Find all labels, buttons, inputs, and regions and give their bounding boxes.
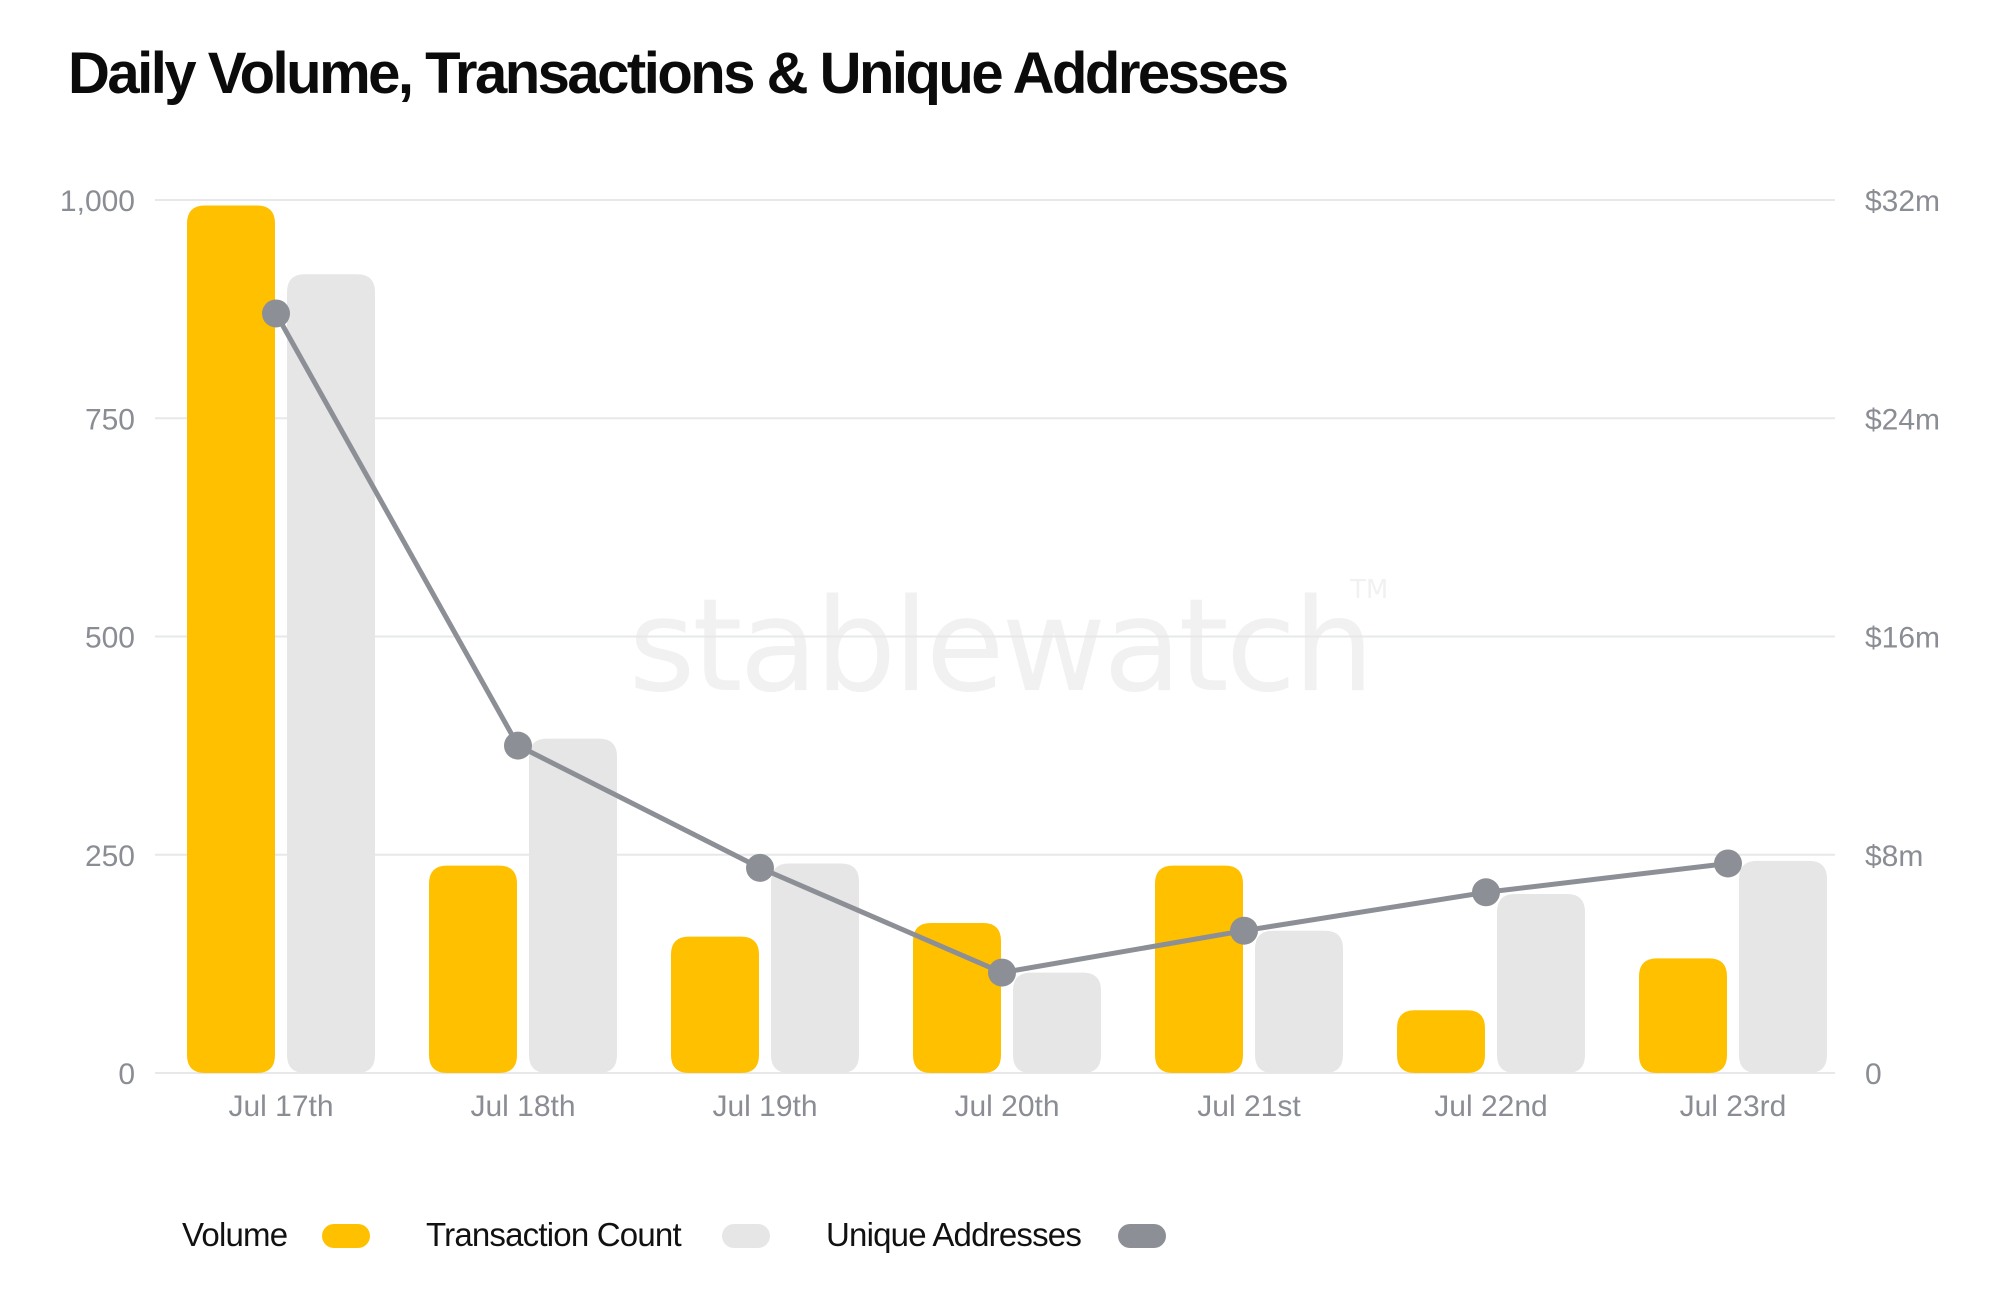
chart-title: Daily Volume, Transactions & Unique Addr… — [68, 41, 1289, 106]
transaction-count-bar — [287, 274, 375, 1074]
transaction-count-bar — [1013, 972, 1101, 1073]
watermark-tm: TM — [1349, 575, 1388, 605]
volume-bar — [429, 865, 517, 1073]
volume-bar — [1397, 1010, 1485, 1073]
left-tick-label: 250 — [85, 840, 135, 873]
x-tick-label: Jul 23rd — [1680, 1090, 1787, 1123]
x-axis-labels: Jul 17th Jul 18th Jul 19th Jul 20th Jul 21st… — [228, 1090, 1786, 1123]
legend: Volume Transaction Count Unique Addresses — [182, 1216, 1166, 1253]
right-tick-label: $16m — [1865, 622, 1940, 655]
unique-addresses-point — [504, 731, 532, 760]
transaction-count-bar — [771, 863, 859, 1073]
right-tick-label: $32m — [1865, 185, 1940, 218]
x-tick-label: Jul 22nd — [1434, 1090, 1547, 1123]
watermark: stablewatch — [629, 572, 1372, 721]
unique-addresses-point — [988, 958, 1016, 987]
unique-addresses-point — [1714, 849, 1742, 878]
x-tick-label: Jul 18th — [470, 1090, 575, 1123]
unique-addresses-point — [746, 853, 774, 882]
bars — [187, 205, 1827, 1074]
left-axis-ticks: 1,000 750 500 250 0 — [60, 185, 135, 1091]
legend-swatch — [322, 1224, 370, 1248]
unique-addresses-point — [262, 299, 290, 328]
left-tick-label: 750 — [85, 403, 135, 436]
legend-label: Transaction Count — [426, 1216, 681, 1253]
left-tick-label: 0 — [118, 1058, 135, 1091]
unique-addresses-point — [1230, 916, 1258, 945]
x-tick-label: Jul 19th — [712, 1090, 817, 1123]
legend-label: Volume — [182, 1216, 287, 1253]
right-tick-label: $24m — [1865, 403, 1940, 436]
right-tick-label: $8m — [1865, 840, 1923, 873]
unique-addresses-point — [1472, 878, 1500, 907]
line-series — [262, 299, 1742, 987]
right-axis-ticks: $32m $24m $16m $8m 0 — [1865, 185, 1940, 1091]
legend-swatch — [1118, 1224, 1166, 1248]
transaction-count-bar — [1497, 894, 1585, 1073]
volume-bar — [671, 936, 759, 1073]
x-tick-label: Jul 20th — [954, 1090, 1059, 1123]
right-tick-label: 0 — [1865, 1058, 1882, 1091]
volume-bar — [1155, 865, 1243, 1073]
x-tick-label: Jul 17th — [228, 1090, 333, 1123]
legend-label: Unique Addresses — [826, 1216, 1081, 1253]
transaction-count-bar — [1255, 930, 1343, 1073]
transaction-count-bar — [1739, 860, 1827, 1073]
volume-bar — [913, 922, 1001, 1073]
left-tick-label: 1,000 — [60, 185, 135, 218]
x-tick-label: Jul 21st — [1197, 1090, 1301, 1123]
transaction-count-bar — [529, 738, 617, 1073]
left-tick-label: 500 — [85, 622, 135, 655]
volume-bar — [1639, 958, 1727, 1073]
volume-bar — [187, 205, 275, 1074]
gridlines — [155, 199, 1835, 1074]
legend-swatch — [722, 1224, 770, 1248]
